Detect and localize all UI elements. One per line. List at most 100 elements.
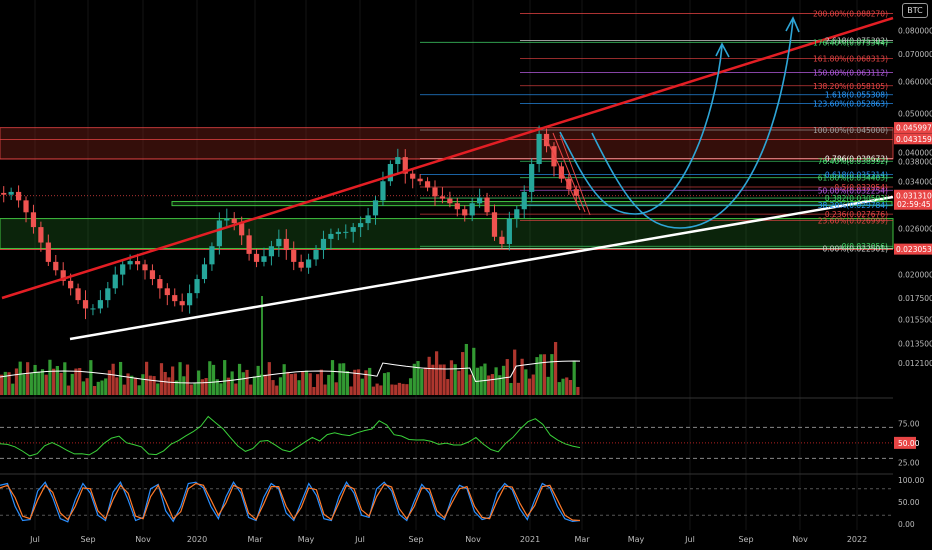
volume-bar — [204, 378, 208, 395]
candle-body — [164, 288, 170, 296]
resistance-trendline — [1, 16, 894, 300]
volume-bar — [327, 374, 331, 395]
volume-bar — [412, 363, 416, 395]
volume-bar — [249, 384, 253, 395]
stoch-tick-label: 100.00 — [898, 476, 924, 485]
volume-bar — [371, 386, 376, 395]
trend-lines — [1, 16, 894, 341]
candle-body — [350, 227, 356, 232]
volume-bar — [100, 380, 104, 395]
volume-bar — [382, 373, 387, 395]
stoch-tick-label: 0.00 — [898, 520, 915, 529]
projection-fan-line — [546, 139, 581, 211]
candle-body — [328, 233, 334, 239]
projection-arrowhead — [785, 16, 800, 33]
candle-body — [75, 288, 81, 301]
volume-bar — [48, 359, 52, 395]
price-tick-label: 0.080000 — [898, 27, 932, 36]
level-label: 0(0.023056) — [842, 242, 888, 251]
price-tag — [894, 122, 932, 134]
support-zone — [0, 218, 894, 249]
candle-body — [239, 223, 245, 236]
level-label: 200.00%(0.088270) — [813, 9, 888, 18]
time-tick-label: 2020 — [187, 535, 207, 544]
level-labels: 200.00%(0.088270) 2.618(0.075302)176.40%(… — [813, 9, 888, 253]
time-tick-label: May — [298, 535, 315, 544]
volume-bar — [431, 364, 435, 395]
price-tick-label: 0.013500 — [898, 340, 932, 349]
volume-bar — [26, 362, 30, 395]
candle-body — [246, 235, 252, 254]
level-lines — [0, 13, 893, 250]
time-tick-label: May — [628, 535, 645, 544]
volume-bar — [319, 369, 323, 395]
candle-body — [82, 300, 89, 309]
volume-bar — [267, 362, 271, 395]
volume-bar — [104, 378, 108, 395]
price-tag-label: 0.023053 — [896, 245, 932, 254]
level-label: 161.80%(0.068313) — [813, 55, 888, 64]
candle-body — [30, 212, 37, 228]
projection-arrowhead — [715, 42, 730, 58]
projection-curves — [546, 16, 800, 229]
volume-bar — [111, 363, 115, 395]
volume-bar — [513, 349, 517, 395]
volume-bar — [390, 384, 394, 395]
volume-bar — [397, 382, 402, 395]
volume-bar — [40, 369, 45, 395]
level-label: 23.60%(0.026999) — [818, 217, 888, 226]
time-tick-label: 2022 — [847, 535, 867, 544]
candle-body — [112, 274, 118, 289]
candle-body — [1, 192, 7, 195]
volume-bar — [182, 376, 186, 395]
volume-bar — [472, 347, 476, 395]
time-tick-label: Nov — [465, 535, 481, 544]
volume-bar — [368, 367, 372, 395]
volume-bar — [241, 372, 245, 395]
volume-bar — [92, 386, 97, 395]
volume-bar — [308, 373, 312, 395]
candle-body — [105, 288, 111, 301]
candle-body — [543, 133, 550, 147]
volume-bar — [524, 369, 528, 395]
volume-bar — [483, 363, 487, 395]
volume-bar — [501, 365, 506, 395]
projection-fan-line — [552, 132, 586, 213]
time-tick-label: Jul — [29, 535, 40, 544]
volume-bar — [137, 385, 141, 395]
candle-body — [536, 133, 542, 165]
volume-bar — [423, 367, 428, 395]
volume-bar — [0, 374, 4, 395]
volume-bar — [304, 370, 309, 395]
stoch-d-line — [0, 482, 581, 522]
volume-bar — [301, 371, 305, 395]
candle-body — [417, 178, 423, 182]
volume-bar — [55, 365, 59, 395]
candle-body — [149, 270, 156, 280]
volume-bar — [461, 352, 465, 395]
time-tick-label: Mar — [247, 535, 263, 544]
time-tick-label: Jul — [684, 535, 695, 544]
price-tick-label: 0.060000 — [898, 77, 932, 86]
candle-body — [134, 261, 141, 265]
volume-bar — [193, 383, 197, 395]
candle-body — [187, 293, 193, 306]
level-label: 0.236(0.027676) — [825, 210, 888, 219]
volume-bar — [435, 351, 439, 395]
candle-body — [201, 264, 208, 280]
symbol-badge[interactable]: BTC — [902, 3, 928, 18]
volume-bar — [312, 386, 316, 395]
volume-bar — [286, 371, 290, 395]
price-tag-label: 0.043159 — [896, 135, 932, 144]
candle-body — [462, 209, 468, 216]
volume-bar — [334, 382, 338, 395]
candle-body — [172, 295, 178, 302]
volume-bar — [342, 363, 346, 395]
volume-bar — [386, 372, 390, 395]
volume-bar — [74, 368, 78, 395]
price-tick-label: 0.038000 — [898, 158, 932, 167]
candle-body — [60, 270, 66, 281]
projection-curve — [591, 19, 794, 229]
price-tick-label: 0.070000 — [898, 50, 932, 59]
candle-body — [23, 200, 29, 213]
